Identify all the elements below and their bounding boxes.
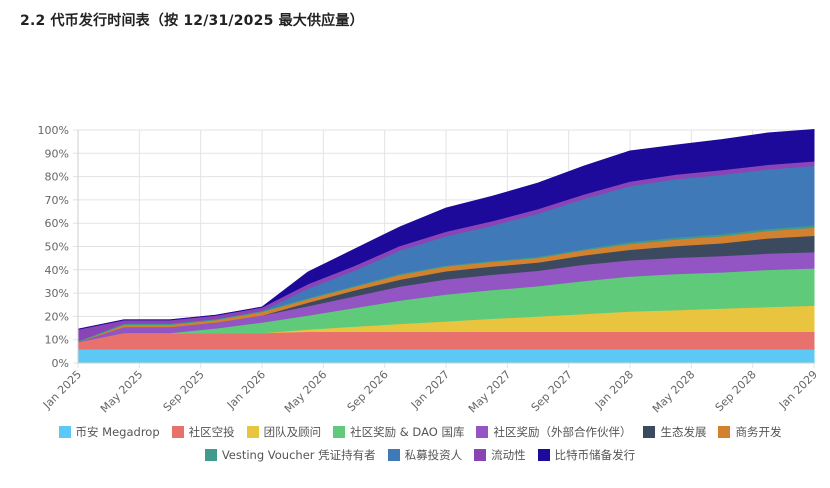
legend-item[interactable]: 社区奖励（外部合作伙伴）: [476, 424, 631, 440]
y-tick-label: 80%: [45, 171, 69, 184]
y-tick-label: 30%: [45, 287, 69, 300]
legend-item[interactable]: 币安 Megadrop: [58, 424, 160, 440]
legend-label: 社区奖励 & DAO 国库: [350, 425, 465, 439]
legend-label: 社区奖励（外部合作伙伴）: [493, 425, 632, 439]
area-series-1: [77, 348, 815, 364]
y-tick-label: 20%: [45, 310, 69, 323]
chart-legend: 币安 Megadrop 社区空投 团队及顾问 社区奖励 & DAO 国库 社区奖励（外部…: [40, 424, 800, 463]
legend-item[interactable]: 社区奖励 & DAO 国库: [333, 424, 464, 440]
legend-label: 私募投资人: [404, 448, 463, 462]
x-tick-label: Sep 2025: [161, 368, 207, 414]
x-tick-label: Sep 2027: [529, 368, 575, 414]
legend-swatch: [718, 426, 731, 438]
x-tick-label: May 2026: [282, 368, 330, 416]
legend-label: 币安 Megadrop: [75, 425, 160, 439]
y-tick-label: 60%: [45, 217, 69, 230]
legend-label: 社区空投: [188, 425, 235, 439]
area-series: [77, 128, 815, 364]
legend-item[interactable]: 私募投资人: [387, 447, 463, 463]
y-tick-label: 90%: [45, 147, 69, 160]
legend-label: 团队及顾问: [263, 425, 322, 439]
y-tick-label: 40%: [45, 264, 69, 277]
y-tick-label: 0%: [52, 357, 69, 370]
y-tick-label: 50%: [45, 241, 69, 254]
x-tick-label: Jan 2028: [592, 368, 636, 412]
x-tick-label: May 2025: [98, 368, 146, 416]
legend-label: 流动性: [491, 448, 526, 462]
legend-swatch: [333, 426, 346, 438]
legend-item[interactable]: 团队及顾问: [246, 424, 322, 440]
x-tick-label: Jan 2026: [224, 368, 268, 412]
legend-swatch: [204, 449, 217, 461]
y-tick-label: 100%: [38, 124, 69, 137]
x-tick-label: Sep 2028: [713, 368, 759, 414]
y-tick-label: 70%: [45, 194, 69, 207]
legend-swatch: [387, 449, 400, 461]
legend-item[interactable]: 社区空投: [171, 424, 235, 440]
area-series-2: [77, 331, 815, 350]
area-series-11: [77, 128, 815, 330]
y-tick-label: 10%: [45, 334, 69, 347]
legend-item[interactable]: Vesting Voucher 凭证持有者: [204, 447, 376, 463]
legend-label: Vesting Voucher 凭证持有者: [221, 448, 376, 462]
x-tick-label: May 2028: [650, 368, 698, 416]
legend-swatch: [476, 426, 489, 438]
x-tick-label: Jan 2029: [776, 368, 820, 412]
page-title: 2.2 代币发行时间表（按 12/31/2025 最大供应量）: [20, 13, 364, 29]
legend-swatch: [474, 449, 487, 461]
legend-swatch: [537, 449, 550, 461]
legend-item[interactable]: 生态发展: [643, 424, 706, 440]
x-tick-label: May 2027: [466, 368, 514, 416]
legend-item[interactable]: 流动性: [474, 447, 526, 463]
x-tick-label: Sep 2026: [345, 368, 391, 414]
legend-label: 商务开发: [735, 425, 782, 439]
legend-swatch: [643, 426, 656, 438]
legend-swatch: [246, 426, 259, 438]
legend-label: 生态发展: [660, 425, 707, 439]
legend-item[interactable]: 商务开发: [718, 424, 781, 440]
x-tick-label: Jan 2027: [408, 368, 452, 412]
legend-swatch: [58, 426, 71, 438]
legend-swatch: [171, 426, 184, 438]
legend-item[interactable]: 比特币储备发行: [537, 447, 636, 463]
x-tick-label: Jan 2025: [40, 368, 84, 412]
legend-label: 比特币储备发行: [554, 448, 636, 462]
